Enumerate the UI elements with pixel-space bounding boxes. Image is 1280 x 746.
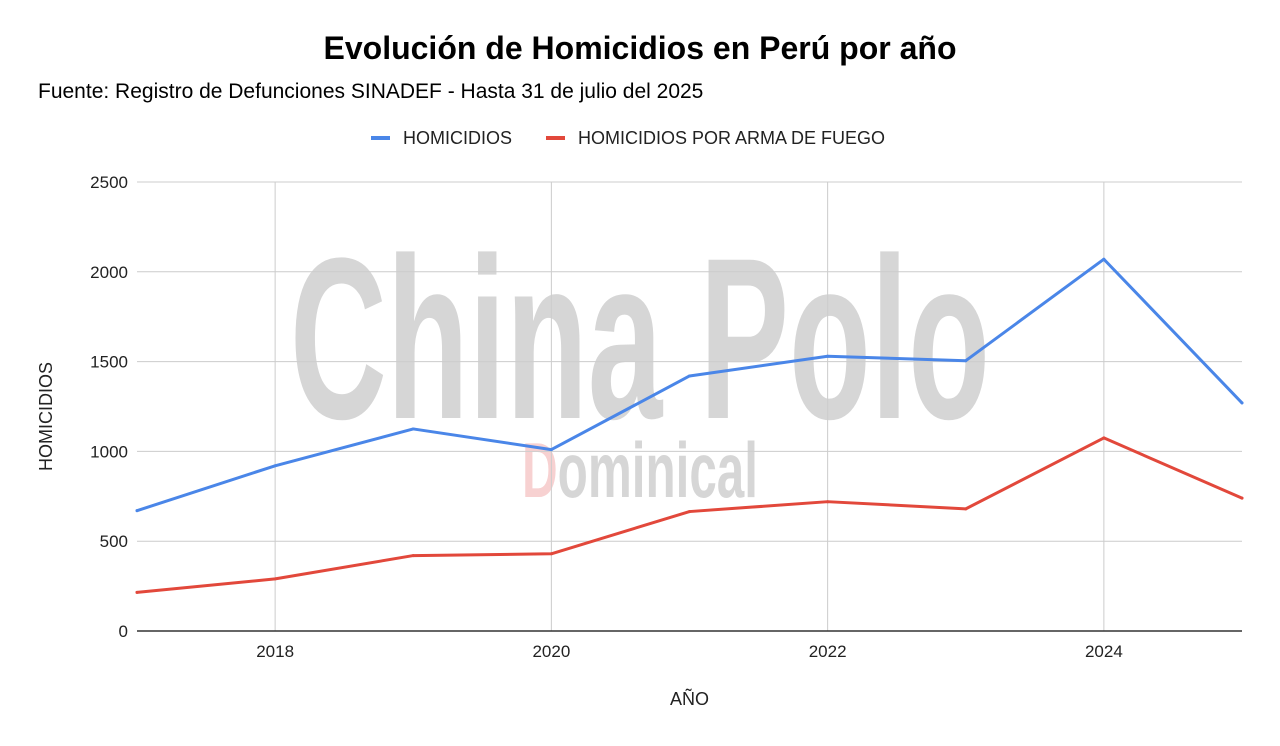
watermark-line1: China Polo: [290, 210, 990, 467]
watermark: China Polo Dominical: [290, 210, 990, 514]
watermark-line2: Dominical: [522, 426, 758, 514]
legend-label-1: HOMICIDIOS: [403, 128, 512, 148]
x-tick-label: 2022: [809, 642, 847, 661]
x-tick-label: 2024: [1085, 642, 1123, 661]
chart-subtitle: Fuente: Registro de Defunciones SINADEF …: [38, 80, 704, 103]
watermark-line2-rest: ominical: [558, 426, 758, 514]
x-axis-title: AÑO: [670, 688, 709, 709]
series-2-point: [411, 554, 415, 558]
series-2-point: [549, 552, 553, 556]
y-tick-label: 1000: [90, 442, 128, 461]
axes: 0 500 1000 1500 2000 2500 2018 2020 2022 2024 AÑO H…: [36, 173, 1242, 709]
y-tick-label: 0: [119, 622, 128, 641]
series-1-point: [135, 509, 139, 513]
y-tick-label: 500: [100, 532, 128, 551]
legend-label-2: HOMICIDIOS POR ARMA DE FUEGO: [578, 128, 885, 148]
series-1-point: [1102, 257, 1106, 261]
series-2-point: [1240, 496, 1244, 500]
series-2-point: [826, 500, 830, 504]
series-1-point: [1240, 401, 1244, 405]
y-axis-title: HOMICIDIOS: [36, 362, 56, 471]
legend: HOMICIDIOS HOMICIDIOS POR ARMA DE FUEGO: [371, 128, 885, 148]
y-tick-label: 2000: [90, 263, 128, 282]
series-2-point: [1102, 436, 1106, 440]
series-1-point: [411, 427, 415, 431]
series-1-point: [826, 354, 830, 358]
series-1-point: [688, 374, 691, 378]
chart-title: Evolución de Homicidios en Perú por año: [323, 30, 957, 66]
series-2-point: [688, 510, 691, 514]
y-tick-label: 2500: [90, 173, 128, 192]
gridlines: [137, 181, 1242, 631]
series-2-point: [135, 590, 139, 594]
x-tick-label: 2020: [532, 642, 570, 661]
series-2-point: [273, 577, 277, 581]
series-lines: [135, 257, 1244, 594]
series-1-point: [273, 464, 277, 468]
series-2-point: [964, 507, 968, 511]
watermark-line2-first: D: [522, 426, 558, 514]
series-1-point: [964, 359, 968, 363]
y-tick-label: 1500: [90, 353, 128, 372]
series-1-point: [549, 448, 553, 452]
x-tick-label: 2018: [256, 642, 294, 661]
